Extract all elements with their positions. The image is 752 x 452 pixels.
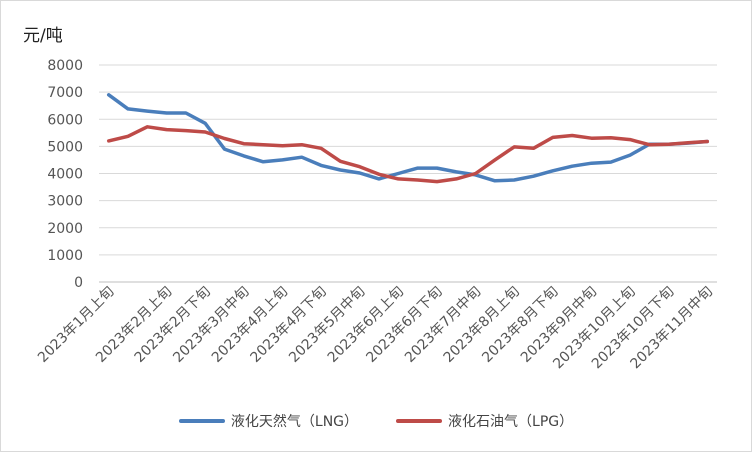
legend-swatch-lng <box>178 419 225 423</box>
legend-label-lpg: 液化石油气（LPG） <box>448 414 574 430</box>
y-tick-label: 4000 <box>47 167 83 183</box>
y-tick-label: 2000 <box>47 221 83 237</box>
legend: 液化天然气（LNG） 液化石油气（LPG） <box>1 411 751 431</box>
y-tick-label: 1000 <box>47 248 83 264</box>
legend-swatch-lpg <box>396 419 443 423</box>
series-line-lng <box>106 93 710 183</box>
legend-label-lng: 液化天然气（LNG） <box>230 414 359 430</box>
y-axis-unit-label: 元/吨 <box>23 26 63 46</box>
y-tick-label: 6000 <box>47 112 83 128</box>
legend-item-lpg: 液化石油气（LPG） <box>396 411 573 431</box>
y-tick-label: 5000 <box>47 139 83 155</box>
series-line-lpg <box>106 125 710 184</box>
y-tick-label: 0 <box>74 275 83 291</box>
y-tick-label: 3000 <box>47 194 83 210</box>
y-tick-label: 8000 <box>47 58 83 74</box>
y-tick-label: 7000 <box>47 85 83 101</box>
legend-item-lng: 液化天然气（LNG） <box>178 411 359 431</box>
